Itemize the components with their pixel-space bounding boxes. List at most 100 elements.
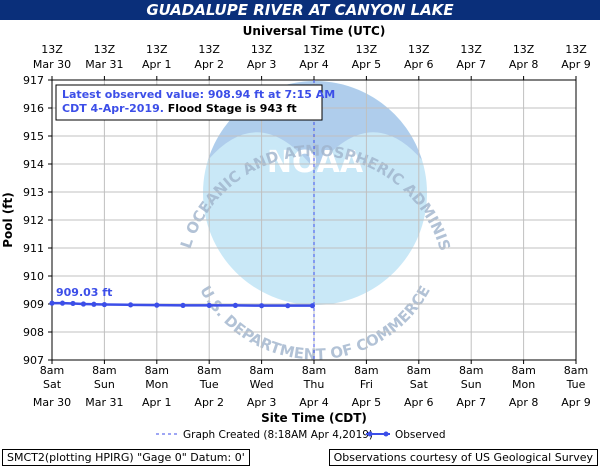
bottom-tick-time: 8am — [92, 364, 116, 377]
bottom-tick-day: Fri — [360, 378, 373, 391]
top-tick-label: 13Z — [460, 43, 482, 56]
top-tick-label: 13Z — [41, 43, 63, 56]
start-value-label: 909.03 ft — [56, 286, 112, 299]
bottom-tick-time: 8am — [249, 364, 273, 377]
bottom-tick-day: Sun — [94, 378, 115, 391]
bottom-tick-date: Mar 30 — [33, 396, 71, 409]
top-axis: 13Z Mar 30 13Z Mar 31 13Z Apr 1 13Z Apr 2 13Z Apr… — [33, 43, 591, 80]
legend-graph-created: Graph Created (8:18AM Apr 4,2019) — [183, 429, 373, 441]
latest-value-box: Latest observed value: 908.94 ft at 7:15… — [55, 84, 335, 121]
y-axis: 907 908 909 910 911 912 913 914 915 916 917 — [23, 74, 52, 367]
y-axis-label: Pool (ft) — [1, 192, 15, 248]
observed-point — [128, 302, 134, 308]
top-tick-date: Mar 31 — [85, 58, 123, 71]
top-tick-label: 13Z — [198, 43, 220, 56]
bottom-tick-date: Apr 1 — [142, 396, 172, 409]
bottom-tick-day: Mon — [145, 378, 168, 391]
top-tick-date: Apr 6 — [404, 58, 434, 71]
observed-point — [59, 300, 66, 306]
observed-point — [154, 302, 160, 308]
bottom-tick-time: 8am — [354, 364, 378, 377]
bottom-tick-date: Apr 3 — [247, 396, 277, 409]
top-tick-date: Apr 9 — [561, 58, 591, 71]
y-tick-label: 914 — [23, 158, 44, 171]
footer-datum: SMCT2(plotting HPIRG) "Gage 0" Datum: 0' — [2, 449, 250, 466]
observed-point — [91, 301, 97, 307]
bottom-tick-date: Apr 7 — [456, 396, 486, 409]
observed-point — [309, 303, 316, 309]
bottom-tick-day: Mon — [512, 378, 535, 391]
bottom-tick-time: 8am — [564, 364, 588, 377]
y-tick-label: 913 — [23, 186, 44, 199]
y-tick-label: 916 — [23, 102, 44, 115]
bottom-tick-time: 8am — [145, 364, 169, 377]
y-tick-label: 910 — [23, 270, 44, 283]
top-axis-label: Universal Time (UTC) — [243, 24, 386, 38]
bottom-tick-day: Sun — [461, 378, 482, 391]
noaa-watermark: NOAA NATIONAL OCEANIC AND ATMOSPHERIC AD… — [0, 0, 454, 364]
y-tick-label: 912 — [23, 214, 44, 227]
top-tick-date: Apr 8 — [509, 58, 539, 71]
footer-credit: Observations courtesy of US Geological S… — [328, 449, 598, 466]
legend: Graph Created (8:18AM Apr 4,2019) Observ… — [156, 429, 446, 441]
bottom-tick-time: 8am — [407, 364, 431, 377]
y-tick-label: 911 — [23, 242, 44, 255]
top-tick-date: Apr 3 — [247, 58, 277, 71]
bottom-tick-day: Wed — [250, 378, 274, 391]
bottom-tick-time: 8am — [459, 364, 483, 377]
observed-point — [285, 303, 291, 309]
bottom-tick-date: Apr 6 — [404, 396, 434, 409]
bottom-tick-day: Sat — [43, 378, 62, 391]
top-tick-label: 13Z — [251, 43, 273, 56]
noaa-logo-text: NOAA — [267, 145, 364, 180]
legend-observed: Observed — [395, 429, 446, 441]
bottom-tick-date: Mar 31 — [85, 396, 123, 409]
top-tick-label: 13Z — [303, 43, 325, 56]
top-tick-label: 13Z — [408, 43, 430, 56]
top-tick-date: Apr 2 — [194, 58, 224, 71]
bottom-tick-time: 8am — [302, 364, 326, 377]
bottom-tick-day: Sat — [410, 378, 429, 391]
bottom-tick-time: 8am — [197, 364, 221, 377]
bottom-tick-time: 8am — [511, 364, 535, 377]
top-tick-label: 13Z — [356, 43, 378, 56]
observed-point — [180, 302, 186, 308]
observed-point — [232, 302, 238, 308]
observed-point — [259, 303, 265, 309]
top-tick-label: 13Z — [146, 43, 168, 56]
observed-point — [206, 302, 212, 308]
bottom-tick-date: Apr 9 — [561, 396, 591, 409]
observed-point — [80, 301, 87, 307]
top-tick-label: 13Z — [94, 43, 116, 56]
x-axis-label: Site Time (CDT) — [261, 411, 367, 425]
series-layer — [49, 300, 316, 309]
top-tick-label: 13Z — [565, 43, 587, 56]
bottom-tick-time: 8am — [40, 364, 64, 377]
bottom-tick-date: Apr 5 — [352, 396, 382, 409]
observed-point — [101, 301, 107, 308]
latest-value-line1: Latest observed value: 908.94 ft at 7:15… — [62, 88, 335, 101]
y-tick-label: 915 — [23, 130, 44, 143]
bottom-tick-date: Apr 2 — [194, 396, 224, 409]
observed-point — [49, 300, 55, 306]
top-tick-date: Mar 30 — [33, 58, 71, 71]
latest-value-line2: CDT 4-Apr-2019. Flood Stage is 943 ft — [62, 102, 297, 115]
bottom-tick-date: Apr 4 — [299, 396, 329, 409]
bottom-tick-day: Tue — [566, 378, 586, 391]
bottom-tick-date: Apr 8 — [509, 396, 539, 409]
y-tick-label: 908 — [23, 326, 44, 339]
top-tick-date: Apr 7 — [456, 58, 486, 71]
observed-point — [70, 300, 76, 307]
top-tick-date: Apr 4 — [299, 58, 329, 71]
top-tick-date: Apr 1 — [142, 58, 172, 71]
chart-title: GUADALUPE RIVER AT CANYON LAKE — [0, 0, 600, 20]
bottom-tick-day: Tue — [199, 378, 219, 391]
bottom-tick-day: Thu — [303, 378, 325, 391]
y-tick-label: 907 — [23, 354, 44, 367]
y-tick-label: 917 — [23, 74, 44, 87]
y-tick-label: 909 — [23, 298, 44, 311]
top-tick-label: 13Z — [513, 43, 535, 56]
top-tick-date: Apr 5 — [352, 58, 382, 71]
